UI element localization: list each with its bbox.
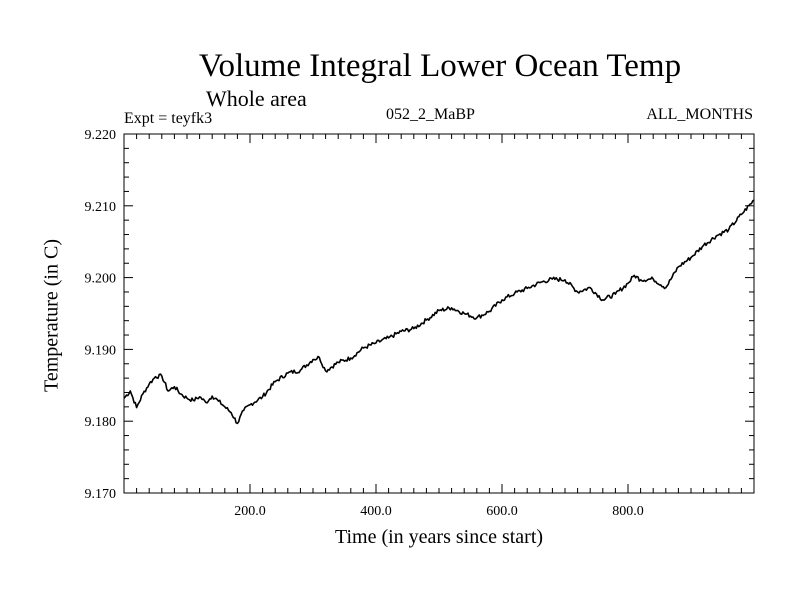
- y-tick-label: 9.210: [85, 200, 117, 215]
- chart-subtitle: Whole area: [206, 86, 307, 111]
- y-tick-label: 9.180: [85, 415, 117, 430]
- x-tick-label: 400.0: [360, 504, 392, 519]
- y-tick-label: 9.220: [85, 128, 117, 143]
- run-name-label: 052_2_MaBP: [386, 106, 475, 123]
- x-axis-label: Time (in years since start): [334, 526, 544, 548]
- y-tick-label: 9.200: [85, 272, 117, 287]
- x-tick-label: 200.0: [234, 504, 266, 519]
- months-label: ALL_MONTHS: [646, 106, 753, 123]
- x-tick-label: 600.0: [486, 504, 518, 519]
- series-line-temperature: [123, 199, 755, 425]
- plot-frame: [123, 133, 755, 494]
- x-tick-label: 800.0: [612, 504, 644, 519]
- chart-title: Volume Integral Lower Ocean Temp: [198, 48, 682, 84]
- y-tick-label: 9.170: [85, 487, 117, 502]
- y-tick-label: 9.190: [85, 343, 117, 358]
- axis-tick-labels: 200.0 400.0 600.0 800.0 9.170 9.180 9.190 9.200…: [85, 128, 644, 519]
- experiment-label: Expt = teyfk3: [124, 110, 213, 127]
- axis-ticks: [124, 134, 754, 493]
